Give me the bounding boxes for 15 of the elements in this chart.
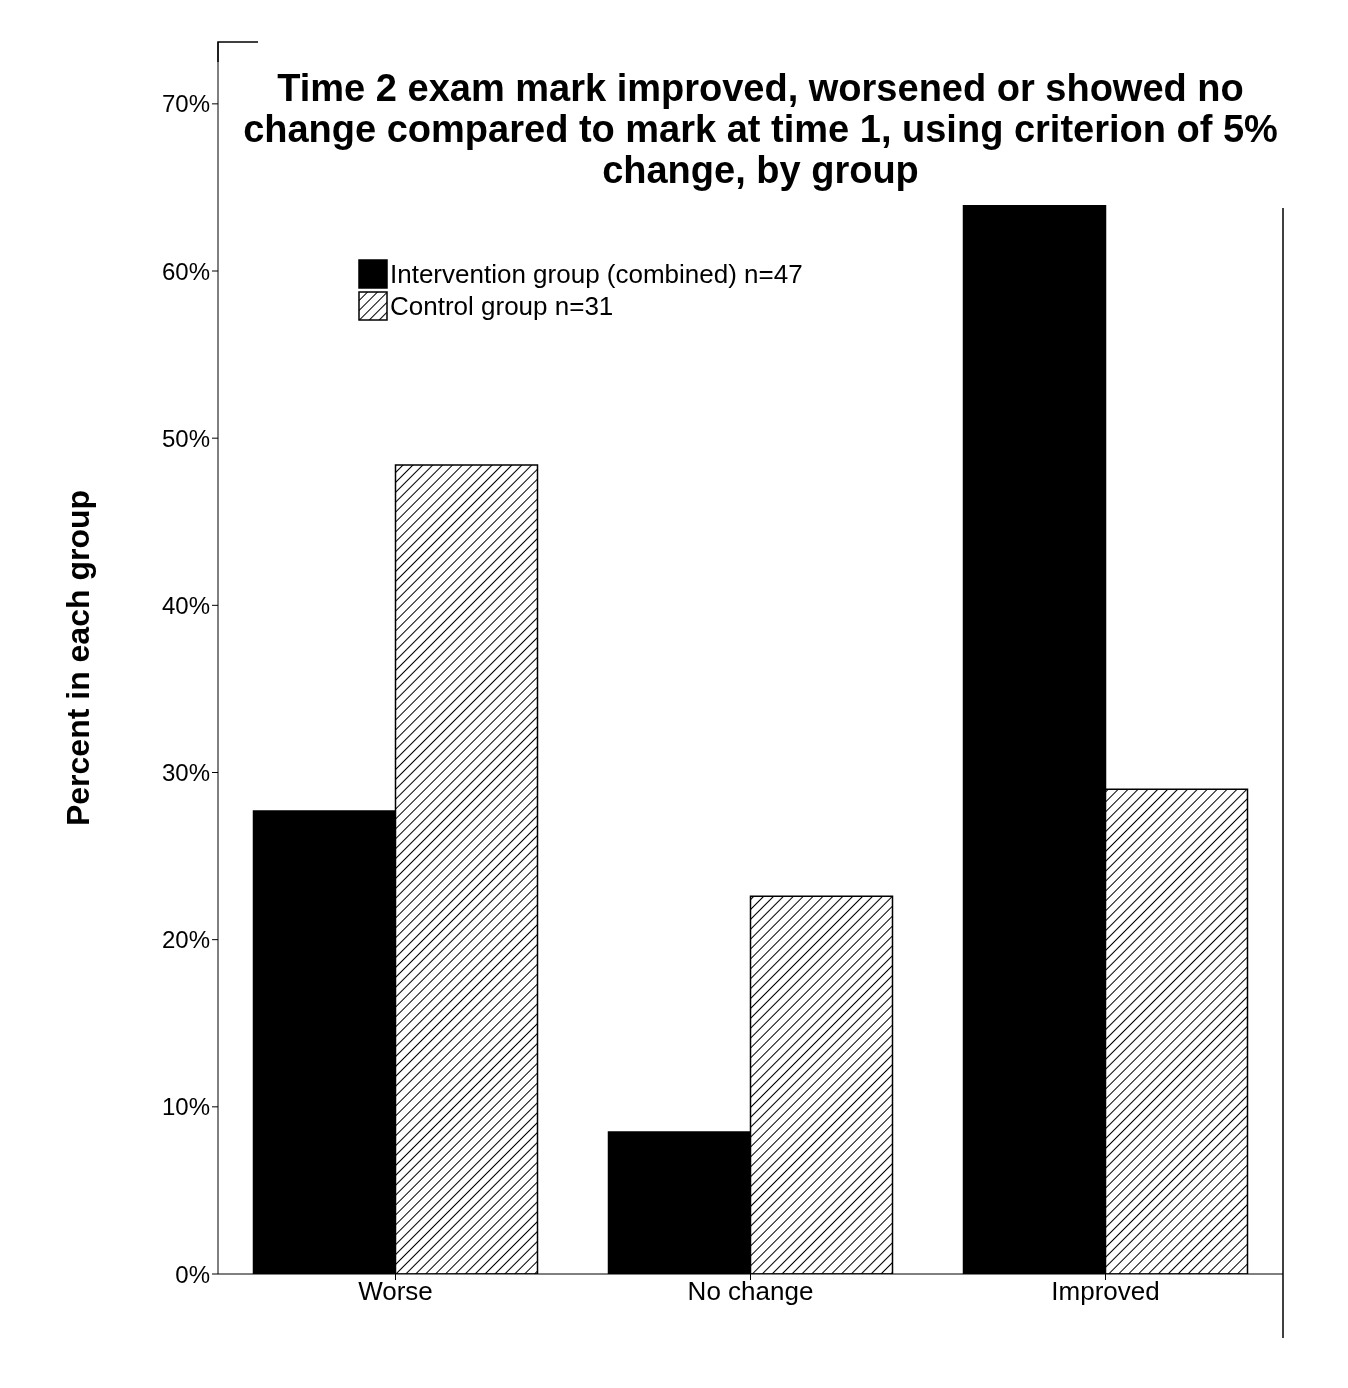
legend-label: Intervention group (combined) n=47 bbox=[390, 258, 803, 290]
x-tick-label: Improved bbox=[1051, 1276, 1160, 1307]
x-tick-label: Worse bbox=[358, 1276, 433, 1307]
text: Time 2 exam mark improved, worsened or showed no change compared to mark at time 1, using criterion of 5% change, by group bbox=[242, 67, 1279, 191]
legend-label: Control group n=31 bbox=[390, 290, 614, 322]
y-tick-label: 30% bbox=[161, 759, 210, 787]
y-tick-label: 10% bbox=[161, 1093, 210, 1121]
y-tick-label: 70% bbox=[161, 90, 210, 118]
y-axis-title: Percent in each group bbox=[60, 489, 97, 827]
y-tick-label: 0% bbox=[175, 1260, 210, 1288]
y-tick-label: 40% bbox=[161, 591, 210, 619]
y-tick-label: 60% bbox=[161, 257, 210, 285]
x-tick-label: No change bbox=[687, 1276, 814, 1307]
y-tick-label: 20% bbox=[161, 926, 210, 954]
y-tick-label: 50% bbox=[161, 424, 210, 452]
